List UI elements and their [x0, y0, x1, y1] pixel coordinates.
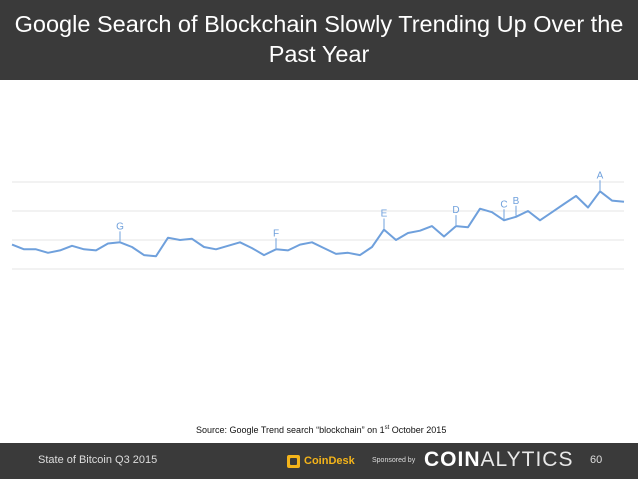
footer-bar: State of Bitcoin Q3 2015 CoinDesk Sponso…	[0, 443, 638, 479]
page-number: 60	[590, 454, 603, 466]
report-title: State of Bitcoin Q3 2015	[38, 454, 158, 466]
coindesk-icon	[287, 454, 300, 468]
annotation-label-A: A	[597, 170, 604, 181]
gridlines	[12, 181, 624, 270]
brand-light: ALYTICS	[480, 448, 574, 471]
coinalytics-logo: COINALYTICS	[424, 448, 573, 472]
series-line-0	[11, 190, 625, 258]
annotation-label-G: G	[116, 221, 124, 232]
title-bar: Google Search of Blockchain Slowly Trend…	[0, 0, 638, 80]
annotation-label-E: E	[381, 209, 388, 220]
coindesk-label: CoinDesk	[304, 455, 355, 467]
page-title: Google Search of Blockchain Slowly Trend…	[14, 11, 624, 67]
brand-bold: COIN	[424, 448, 481, 471]
sponsored-label: Sponsored by	[372, 457, 416, 464]
trend-chart: G F E D C B A	[11, 170, 625, 270]
annotation-label-D: D	[452, 205, 459, 216]
series-lines	[11, 190, 625, 258]
annotation-label-C: C	[500, 199, 507, 210]
source-note: Source: Google Trend search “blockchain”…	[196, 425, 447, 435]
annotation-label-F: F	[273, 228, 279, 239]
coindesk-logo: CoinDesk	[287, 453, 355, 469]
annotation-label-B: B	[513, 196, 520, 207]
annotations: G F E D C B A	[116, 170, 604, 249]
